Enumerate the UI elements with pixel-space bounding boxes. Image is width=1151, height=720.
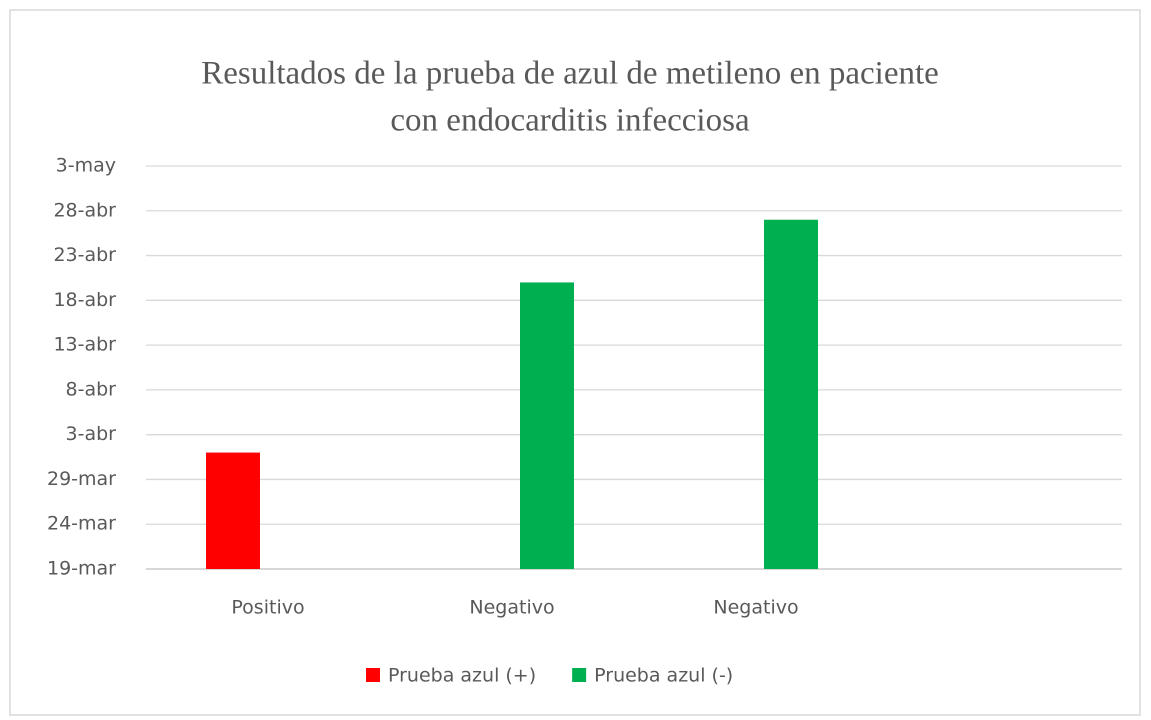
x-tick-label: Positivo (231, 597, 304, 619)
chart-title: con endocarditis infecciosa (390, 103, 750, 139)
bar (764, 219, 818, 569)
legend-label: Prueba azul (+) (388, 665, 536, 687)
y-tick-label: 19-mar (47, 558, 116, 580)
chart-title: Resultados de la prueba de azul de metil… (201, 56, 939, 92)
y-tick-label: 28-abr (53, 199, 116, 221)
y-tick-label: 3-may (56, 155, 116, 177)
chart-frame (9, 9, 1141, 716)
legend-swatch (572, 668, 587, 682)
y-tick-label: 18-abr (53, 289, 116, 311)
y-tick-label: 3-abr (66, 423, 117, 445)
legend-swatch (366, 668, 380, 682)
x-tick-label: Negativo (469, 597, 554, 619)
y-tick-label: 23-abr (53, 244, 116, 266)
bar (206, 452, 260, 569)
legend-label: Prueba azul (-) (594, 665, 733, 687)
bar (520, 282, 574, 569)
y-tick-label: 8-abr (66, 378, 117, 400)
y-tick-label: 13-abr (53, 334, 116, 356)
y-tick-label: 24-mar (47, 513, 116, 535)
x-tick-label: Negativo (713, 597, 798, 619)
y-tick-label: 29-mar (47, 468, 116, 490)
